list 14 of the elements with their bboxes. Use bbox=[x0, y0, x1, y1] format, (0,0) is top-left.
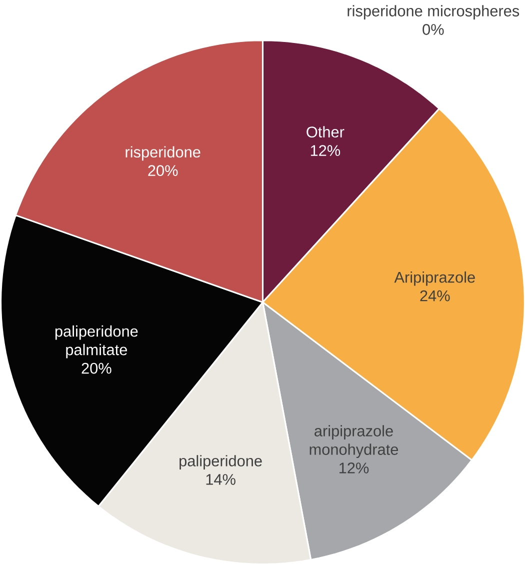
data-label: 12% bbox=[310, 145, 340, 156]
data-label: 20% bbox=[148, 165, 178, 176]
slice-label: Other bbox=[306, 126, 344, 138]
slice-label: paliperidone palmitate bbox=[55, 325, 138, 358]
data-label: 14% bbox=[206, 474, 236, 485]
data-label: 24% bbox=[420, 290, 450, 302]
slice-label: Aripiprazole bbox=[394, 271, 475, 286]
text: 0% bbox=[422, 24, 444, 35]
data-label: 12% bbox=[339, 462, 368, 474]
slice-label: paliperidone bbox=[179, 455, 262, 470]
slice-label: aripiprazole monohydrate bbox=[310, 425, 398, 458]
data-label: 20% bbox=[82, 362, 112, 374]
category-label: risperidone microspheres bbox=[347, 5, 519, 20]
slice-label: risperidone bbox=[126, 146, 200, 161]
